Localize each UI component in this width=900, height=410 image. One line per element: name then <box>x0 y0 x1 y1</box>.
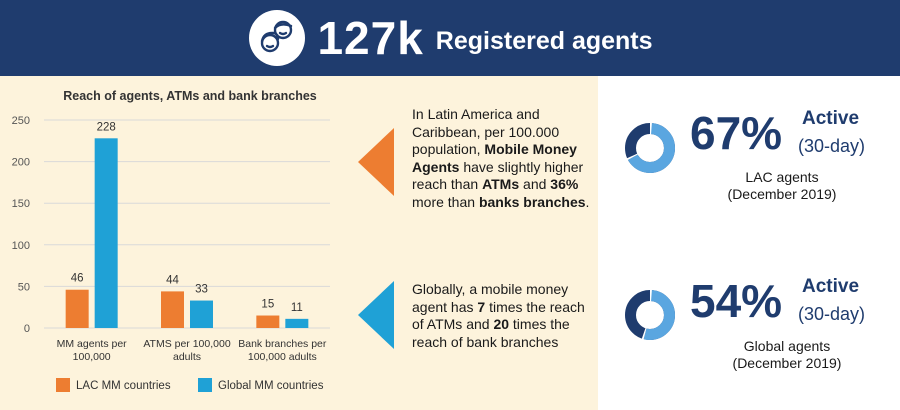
callout-emphasis: Mobile Money <box>484 141 577 157</box>
callout-text: and <box>519 176 551 192</box>
callout-line: more than banks branches. <box>412 194 597 212</box>
bar <box>65 289 89 328</box>
chart-title: Reach of agents, ATMs and bank branches <box>63 89 317 103</box>
callout-text: Caribbean, per 100.000 <box>412 123 560 140</box>
data-label: 44 <box>166 274 179 286</box>
callout-line: Globally, a mobile money <box>412 281 597 299</box>
x-tick-label: 100,000 <box>73 351 111 363</box>
callout-line: population, Mobile Money <box>412 141 597 159</box>
data-label: 46 <box>71 273 84 285</box>
x-tick-label: ATMS per 100,000 <box>143 338 231 350</box>
callout-text: of ATMs and <box>412 316 494 332</box>
donut-divider <box>624 289 676 341</box>
y-tick-label: 100 <box>12 240 30 252</box>
callout-line: reach of bank branches <box>412 334 597 352</box>
callout-emphasis: banks branches <box>478 193 586 210</box>
y-tick-label: 200 <box>12 157 30 169</box>
callout-line: of ATMs and 20 times the <box>412 316 597 334</box>
callout-text: have slightly higher <box>459 158 584 175</box>
callout-text: Globally, a mobile money <box>412 281 569 297</box>
lac-active-label: Active <box>802 108 860 129</box>
blue-arrow-icon <box>358 281 394 349</box>
lac-agents-caption: LAC agents (December 2019) <box>700 169 864 203</box>
y-tick-label: 150 <box>12 198 30 210</box>
data-label: 33 <box>195 284 208 296</box>
bar-chart: Reach of agents, ATMs and bank branches … <box>12 89 330 392</box>
lac-active-donut <box>624 122 676 174</box>
registered-agents-count: 127k <box>317 12 424 64</box>
bar <box>256 315 280 328</box>
callout-text: times the <box>509 316 570 332</box>
callout-line: In Latin America and <box>412 106 597 124</box>
callout-text: times the reach <box>485 298 585 315</box>
x-tick-label: 100,000 adults <box>248 351 317 363</box>
y-tick-label: 50 <box>18 281 30 293</box>
callout-text: reach than <box>412 176 483 192</box>
data-label: 15 <box>261 299 274 311</box>
callout-text: agent has <box>412 298 478 315</box>
lac-active-percent: 67% <box>690 107 783 159</box>
callout-emphasis: 20 <box>493 316 510 332</box>
callout-line: Caribbean, per 100.000 <box>412 124 597 142</box>
legend-swatch <box>56 378 70 392</box>
banner: 127k Registered agents <box>0 0 900 76</box>
callout-line: agent has 7 times the reach <box>412 299 597 317</box>
callout-text: In Latin America and <box>412 106 540 122</box>
x-tick-label: adults <box>173 351 201 363</box>
donut-divider <box>624 122 676 174</box>
legend-label: LAC MM countries <box>76 380 171 392</box>
callout-line: Agents have slightly higher <box>412 159 597 177</box>
global-agents-caption: Global agents (December 2019) <box>700 338 874 372</box>
global-active-percent: 54% <box>690 275 783 327</box>
y-tick-label: 0 <box>24 323 30 335</box>
legend-swatch <box>198 378 212 392</box>
orange-arrow-icon <box>358 128 394 196</box>
callout-line: reach than ATMs and 36% <box>412 176 597 194</box>
global-active-label: Active <box>802 276 860 297</box>
legend-label: Global MM countries <box>218 380 324 392</box>
callout-emphasis: Agents <box>412 158 460 175</box>
registered-agents-label: Registered agents <box>435 26 653 55</box>
global-active-days: (30-day) <box>798 304 866 324</box>
bar <box>161 291 184 328</box>
data-label: 228 <box>97 121 116 133</box>
lac-agents-date: (December 2019) <box>727 186 837 202</box>
global-active-donut <box>624 289 676 341</box>
lac-active-days: (30-day) <box>798 136 866 156</box>
bar <box>190 300 213 328</box>
x-tick-label: MM agents per <box>57 338 128 350</box>
y-tick-label: 250 <box>12 115 30 127</box>
callout-text: population, <box>412 141 485 157</box>
callout-emphasis: 7 <box>477 298 486 315</box>
callout-emphasis: 36% <box>550 176 579 192</box>
data-label: 11 <box>291 302 303 314</box>
callout-text: more than <box>412 193 479 210</box>
callout-text: . <box>585 193 590 210</box>
callout-emphasis: ATMs <box>482 176 520 192</box>
lac-callout: In Latin America and Caribbean, per 100.0… <box>412 106 597 211</box>
lac-agents-label: LAC agents <box>745 169 819 185</box>
bar <box>285 318 309 328</box>
bar <box>94 138 118 328</box>
global-agents-date: (December 2019) <box>732 355 842 371</box>
two-people-icon <box>249 10 306 66</box>
x-tick-label: Bank branches per <box>238 338 327 350</box>
callout-text: reach of bank branches <box>412 333 559 350</box>
global-agents-label: Global agents <box>743 338 831 354</box>
global-callout: Globally, a mobile money agent has 7 time… <box>412 281 597 351</box>
